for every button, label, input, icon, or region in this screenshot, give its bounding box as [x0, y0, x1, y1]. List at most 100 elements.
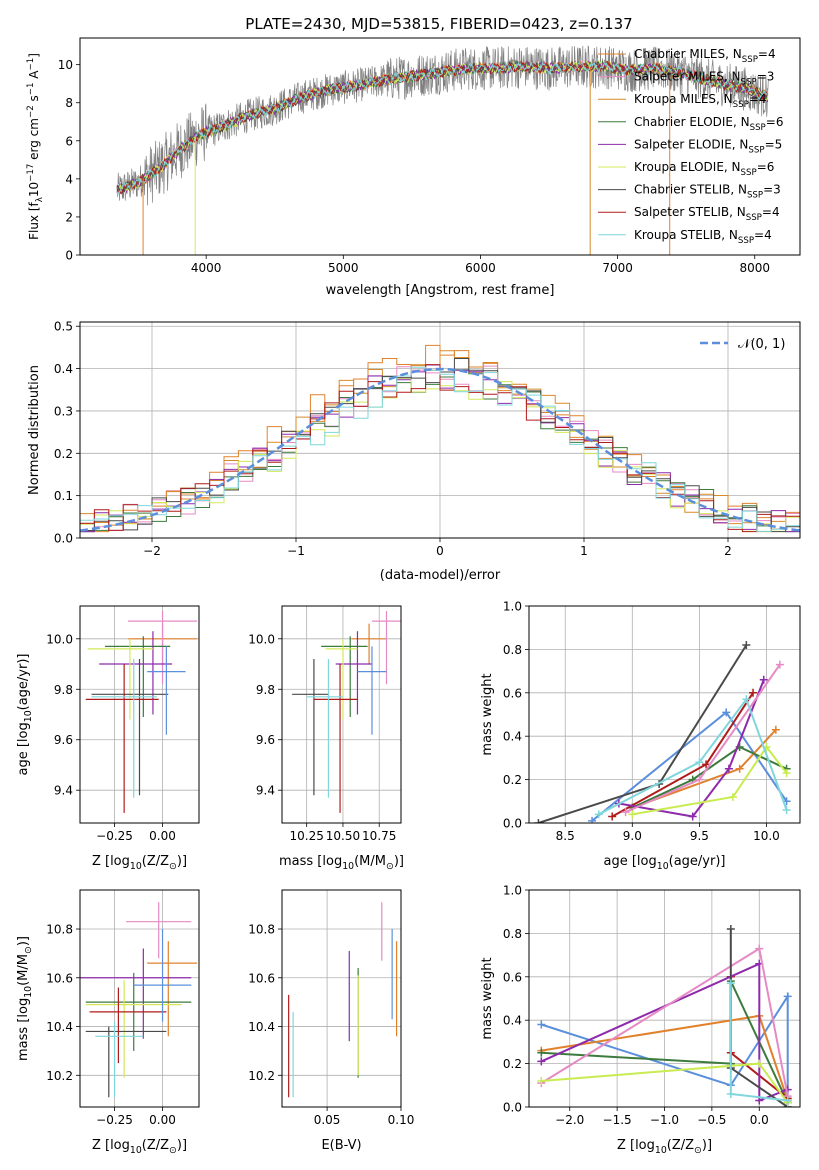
weight-point: [537, 1057, 546, 1066]
weight_vs_age-plot-area: [534, 641, 791, 823]
y-axis-label: mass weight: [480, 673, 495, 755]
y-tick-label: 10.4: [248, 1020, 275, 1034]
axes-frame: [79, 889, 200, 1108]
weight-point: [688, 812, 697, 821]
weight-point: [726, 1089, 735, 1098]
legend-entry: Kroupa STELIB, NSSP=4: [634, 228, 772, 246]
y-tick-label: 9.4: [54, 784, 73, 798]
weight_vs_Z-plot-area: [537, 925, 792, 1107]
residual-histogram: [80, 366, 800, 533]
x-axis-label: Z [log10(Z/Z⊙)]: [92, 854, 187, 872]
weight-point: [771, 725, 780, 734]
legend-entry: Chabrier ELODIE, NSSP=6: [634, 115, 783, 133]
x-axis-label: wavelength [Angstrom, rest frame]: [326, 283, 555, 298]
weight-point: [534, 819, 543, 823]
weight-point: [735, 764, 744, 773]
weight-point: [775, 660, 784, 669]
weight-point: [726, 925, 735, 934]
y-tick-label: 9.6: [54, 733, 73, 747]
x-axis-label: Z [log10(Z/Z⊙)]: [92, 1138, 187, 1156]
y-tick-label: 1.0: [503, 600, 522, 614]
weight-point: [588, 816, 597, 823]
y-tick-label: 10.2: [248, 1069, 275, 1083]
x-tick-label: 10.25: [289, 829, 323, 843]
mass_vs_ebv-plot-area: [288, 902, 398, 1098]
x-tick-label: 0: [436, 544, 444, 558]
legend-entry: Kroupa ELODIE, NSSP=6: [634, 160, 774, 178]
weight-point: [594, 810, 603, 819]
y-axis-label: age [log10(age/yr)]: [16, 654, 34, 776]
x-tick-label: −1.5: [603, 1113, 632, 1127]
x-tick-label: 0.0: [750, 1113, 769, 1127]
y-tick-label: 6: [65, 134, 73, 148]
weight-line: [540, 962, 789, 1102]
y-tick-label: 0.4: [503, 730, 522, 744]
y-tick-label: 0.4: [503, 1014, 522, 1028]
legend-entry: Salpeter ELODIE, NSSP=5: [634, 137, 782, 155]
x-tick-label: 10.0: [753, 829, 780, 843]
weight-point: [702, 760, 711, 769]
y-tick-label: 9.8: [54, 683, 73, 697]
spectrum-plot-area: [116, 45, 769, 255]
y-tick-label: 1.0: [503, 884, 522, 898]
weight-point: [621, 808, 630, 817]
y-tick-label: 0.6: [503, 970, 522, 984]
x-tick-label: −0.5: [697, 1113, 726, 1127]
weight-point: [695, 758, 704, 767]
y-tick-label: 10: [58, 58, 73, 72]
x-tick-label: 10.75: [362, 829, 396, 843]
axes-frame: [79, 605, 200, 824]
x-axis-label: E(B-V): [321, 1138, 361, 1153]
weight-line: [632, 745, 788, 816]
y-tick-label: 0.4: [54, 362, 73, 376]
x-axis-label: age [log10(age/yr)]: [604, 854, 726, 872]
x-axis-label: Z [log10(Z/Z⊙)]: [617, 1138, 712, 1156]
age_vs_mass-plot-area: [292, 611, 401, 813]
weight-line: [625, 664, 781, 814]
x-tick-label: 7000: [602, 261, 633, 275]
y-tick-label: 0: [65, 249, 73, 263]
x-tick-label: −1.0: [650, 1113, 679, 1127]
y-tick-label: 4: [65, 172, 73, 186]
x-tick-label: 0.05: [314, 1113, 341, 1127]
y-tick-label: 8: [65, 96, 73, 110]
y-tick-label: 10.6: [248, 971, 275, 985]
y-tick-label: 10.0: [46, 632, 73, 646]
mass_vs_ebv-panel: 0.05 0.10 10.2 10.4 10.6 10.8 E(B-V): [248, 889, 415, 1153]
x-tick-label: −2.0: [555, 1113, 584, 1127]
weight-point: [728, 792, 737, 801]
weight-point: [628, 810, 637, 819]
x-tick-label: −2: [143, 544, 161, 558]
x-tick-label: 0.10: [388, 1113, 415, 1127]
x-tick-label: −0.25: [96, 1113, 133, 1127]
x-tick-label: 5000: [328, 261, 359, 275]
weight-line: [538, 644, 748, 823]
weight-line: [631, 745, 788, 809]
weight-point: [742, 641, 751, 650]
y-tick-label: 0.6: [503, 686, 522, 700]
weight-point: [722, 708, 731, 717]
x-tick-label: 4000: [191, 261, 222, 275]
weight-point: [783, 992, 792, 1001]
y-tick-label: 10.4: [46, 1020, 73, 1034]
x-tick-label: 0.00: [149, 1113, 176, 1127]
weight-point: [755, 944, 764, 953]
y-tick-label: 9.4: [256, 784, 275, 798]
weight-point: [759, 675, 768, 684]
weight-line: [598, 697, 788, 816]
axes-frame: [281, 605, 402, 824]
weight-point: [742, 695, 751, 704]
y-tick-label: 0.0: [503, 817, 522, 831]
spectrum-model-line: [116, 60, 769, 197]
y-tick-label: 10.2: [46, 1069, 73, 1083]
axes-frame: [79, 37, 801, 256]
figure-title: PLATE=2430, MJD=53815, FIBERID=0423, z=0…: [245, 15, 632, 33]
legend-entry: Chabrier MILES, NSSP=4: [634, 47, 776, 65]
y-tick-label: 0.1: [54, 489, 73, 503]
y-tick-label: 9.6: [256, 733, 275, 747]
weight-point: [782, 805, 791, 814]
mass_vs_Z-plot-area: [80, 902, 198, 1098]
age_vs_Z-plot-area: [85, 611, 198, 813]
y-axis-label: Flux [fλ10−17 erg cm−2 s−1 A−1]: [26, 53, 45, 240]
